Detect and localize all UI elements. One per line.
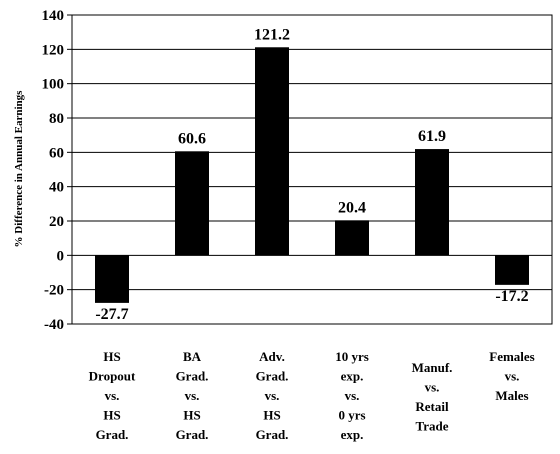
category-label-line: Males	[495, 388, 528, 403]
data-label: -17.2	[495, 288, 528, 305]
category-label-line: Grad.	[256, 427, 289, 442]
data-label: -27.7	[95, 306, 128, 323]
category-label-line: Females	[489, 349, 534, 364]
y-tick-label: -20	[44, 283, 64, 299]
y-tick-label: 0	[57, 248, 65, 264]
category-label-line: HS	[103, 349, 120, 364]
category-label-line: vs.	[185, 388, 200, 403]
bar	[255, 47, 289, 256]
category-label-line: Grad.	[176, 369, 209, 384]
category-label-line: Manuf.	[412, 360, 453, 375]
category-label-line: Retail	[415, 399, 449, 414]
category-label-line: vs.	[265, 388, 280, 403]
data-label: 60.6	[178, 130, 206, 147]
category-label-line: exp.	[341, 369, 364, 384]
bar	[95, 255, 129, 303]
axes	[67, 14, 553, 325]
y-tick-label: 140	[42, 8, 65, 24]
data-labels: -27.7 60.6 121.2 20.4 61.9 -17.2	[95, 26, 528, 323]
y-tick-label: 120	[42, 42, 65, 58]
gridlines	[72, 14, 552, 291]
category-label-line: vs.	[345, 388, 360, 403]
plot-frame	[71, 14, 553, 325]
category-label-line: Grad.	[176, 427, 209, 442]
category-label-line: exp.	[341, 427, 364, 442]
category-label-line: Grad.	[96, 427, 129, 442]
y-tick-label: -40	[44, 317, 64, 333]
y-tick-label: 20	[49, 214, 64, 230]
y-axis-label: % Difference in Annual Earnings	[13, 90, 25, 248]
data-label: 20.4	[338, 199, 366, 216]
data-label: 61.9	[418, 128, 446, 145]
y-tick-label: 40	[49, 180, 64, 196]
category-label-line: vs.	[425, 380, 440, 395]
category-label-line: HS	[183, 408, 200, 423]
bar	[415, 149, 449, 256]
category-label-line: Dropout	[89, 369, 136, 384]
category-label-line: Trade	[416, 419, 449, 434]
category-label-line: HS	[263, 408, 280, 423]
category-label-line: 10 yrs	[335, 349, 369, 364]
category-label-line: vs.	[505, 369, 520, 384]
category-label-line: HS	[103, 408, 120, 423]
category-label-line: Adv.	[259, 349, 285, 364]
y-tick-label: 100	[42, 77, 65, 93]
bars	[95, 47, 529, 303]
bar	[175, 151, 209, 256]
data-label: 121.2	[254, 26, 290, 43]
category-labels: HS Dropout vs. HS Grad. BA Grad. vs. HS Grad. Adv.…	[89, 349, 535, 442]
category-label-line: vs.	[105, 388, 120, 403]
bar	[335, 220, 369, 256]
category-label-line: BA	[183, 349, 202, 364]
y-tick-labels: -40 -20 0 20 40 60 80 100 120 140	[42, 8, 65, 333]
y-tick-label: 60	[49, 145, 64, 161]
bar	[495, 255, 529, 285]
category-label-line: Grad.	[256, 369, 289, 384]
category-label-line: 0 yrs	[338, 408, 365, 423]
y-tick-label: 80	[49, 111, 64, 127]
